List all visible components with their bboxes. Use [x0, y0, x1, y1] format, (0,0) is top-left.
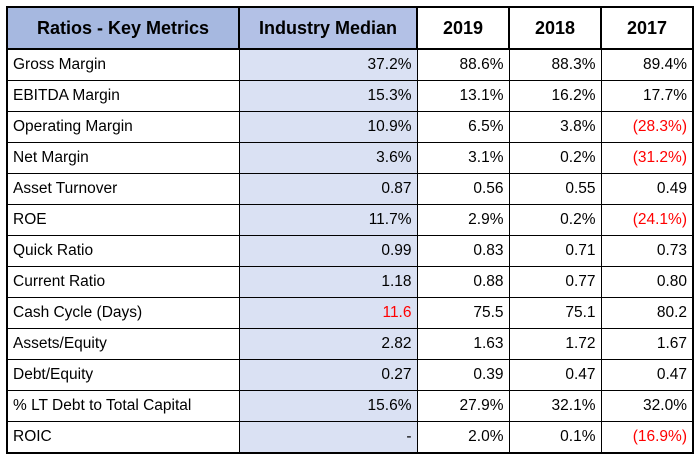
header-industry-median: Industry Median: [238, 6, 418, 50]
metric-name: Debt/Equity: [6, 359, 240, 391]
metric-name: % LT Debt to Total Capital: [6, 390, 240, 422]
value-2018: 0.77: [508, 266, 602, 298]
value-2017: (28.3%): [600, 111, 694, 143]
value-2019: 6.5%: [416, 111, 510, 143]
table-row: ROIC - 2.0% 0.1% (16.9%): [6, 421, 694, 454]
ratios-table: Ratios - Key Metrics Industry Median 201…: [6, 6, 694, 454]
value-2019: 2.9%: [416, 204, 510, 236]
value-2017: 0.47: [600, 359, 694, 391]
industry-median-value: 2.82: [238, 328, 418, 360]
table-row: Cash Cycle (Days) 11.6 75.5 75.1 80.2: [6, 297, 694, 329]
value-2017: 80.2: [600, 297, 694, 329]
header-row: Ratios - Key Metrics Industry Median 201…: [6, 6, 694, 50]
industry-median-value: -: [238, 421, 418, 454]
metric-name: Current Ratio: [6, 266, 240, 298]
value-2019: 2.0%: [416, 421, 510, 454]
value-2019: 27.9%: [416, 390, 510, 422]
industry-median-value: 0.99: [238, 235, 418, 267]
metric-name: Cash Cycle (Days): [6, 297, 240, 329]
value-2018: 0.1%: [508, 421, 602, 454]
metric-name: Gross Margin: [6, 48, 240, 81]
value-2019: 75.5: [416, 297, 510, 329]
metric-name: ROIC: [6, 421, 240, 454]
industry-median-value: 0.27: [238, 359, 418, 391]
industry-median-value: 0.87: [238, 173, 418, 205]
value-2019: 13.1%: [416, 80, 510, 112]
table-row: EBITDA Margin 15.3% 13.1% 16.2% 17.7%: [6, 80, 694, 112]
value-2019: 0.39: [416, 359, 510, 391]
value-2018: 75.1: [508, 297, 602, 329]
header-2019: 2019: [416, 6, 510, 50]
value-2018: 0.55: [508, 173, 602, 205]
value-2018: 88.3%: [508, 48, 602, 81]
industry-median-value: 1.18: [238, 266, 418, 298]
industry-median-value: 37.2%: [238, 48, 418, 81]
header-2017: 2017: [600, 6, 694, 50]
value-2018: 0.71: [508, 235, 602, 267]
value-2018: 32.1%: [508, 390, 602, 422]
value-2019: 1.63: [416, 328, 510, 360]
value-2017: (16.9%): [600, 421, 694, 454]
table-row: Debt/Equity 0.27 0.39 0.47 0.47: [6, 359, 694, 391]
metric-name: ROE: [6, 204, 240, 236]
metric-name: Operating Margin: [6, 111, 240, 143]
value-2017: (24.1%): [600, 204, 694, 236]
industry-median-value: 3.6%: [238, 142, 418, 174]
header-ratios-key-metrics: Ratios - Key Metrics: [6, 6, 240, 50]
value-2019: 0.56: [416, 173, 510, 205]
industry-median-value: 15.3%: [238, 80, 418, 112]
metric-name: Net Margin: [6, 142, 240, 174]
table-row: % LT Debt to Total Capital 15.6% 27.9% 3…: [6, 390, 694, 422]
table-row: Assets/Equity 2.82 1.63 1.72 1.67: [6, 328, 694, 360]
value-2018: 16.2%: [508, 80, 602, 112]
table-row: ROE 11.7% 2.9% 0.2% (24.1%): [6, 204, 694, 236]
table-row: Current Ratio 1.18 0.88 0.77 0.80: [6, 266, 694, 298]
value-2017: (31.2%): [600, 142, 694, 174]
metric-name: Quick Ratio: [6, 235, 240, 267]
value-2018: 1.72: [508, 328, 602, 360]
value-2017: 1.67: [600, 328, 694, 360]
value-2019: 3.1%: [416, 142, 510, 174]
value-2019: 0.88: [416, 266, 510, 298]
metric-name: Asset Turnover: [6, 173, 240, 205]
table-row: Net Margin 3.6% 3.1% 0.2% (31.2%): [6, 142, 694, 174]
value-2018: 0.47: [508, 359, 602, 391]
table-row: Gross Margin 37.2% 88.6% 88.3% 89.4%: [6, 48, 694, 81]
metric-name: EBITDA Margin: [6, 80, 240, 112]
header-2018: 2018: [508, 6, 602, 50]
industry-median-value: 10.9%: [238, 111, 418, 143]
value-2019: 88.6%: [416, 48, 510, 81]
value-2018: 0.2%: [508, 142, 602, 174]
industry-median-value: 15.6%: [238, 390, 418, 422]
value-2019: 0.83: [416, 235, 510, 267]
table-row: Asset Turnover 0.87 0.56 0.55 0.49: [6, 173, 694, 205]
industry-median-value: 11.6: [238, 297, 418, 329]
value-2018: 0.2%: [508, 204, 602, 236]
value-2017: 17.7%: [600, 80, 694, 112]
industry-median-value: 11.7%: [238, 204, 418, 236]
value-2017: 0.73: [600, 235, 694, 267]
ratios-table-wrapper: Ratios - Key Metrics Industry Median 201…: [6, 6, 694, 454]
value-2017: 0.49: [600, 173, 694, 205]
table-row: Operating Margin 10.9% 6.5% 3.8% (28.3%): [6, 111, 694, 143]
value-2018: 3.8%: [508, 111, 602, 143]
value-2017: 89.4%: [600, 48, 694, 81]
table-row: Quick Ratio 0.99 0.83 0.71 0.73: [6, 235, 694, 267]
metric-name: Assets/Equity: [6, 328, 240, 360]
value-2017: 0.80: [600, 266, 694, 298]
value-2017: 32.0%: [600, 390, 694, 422]
